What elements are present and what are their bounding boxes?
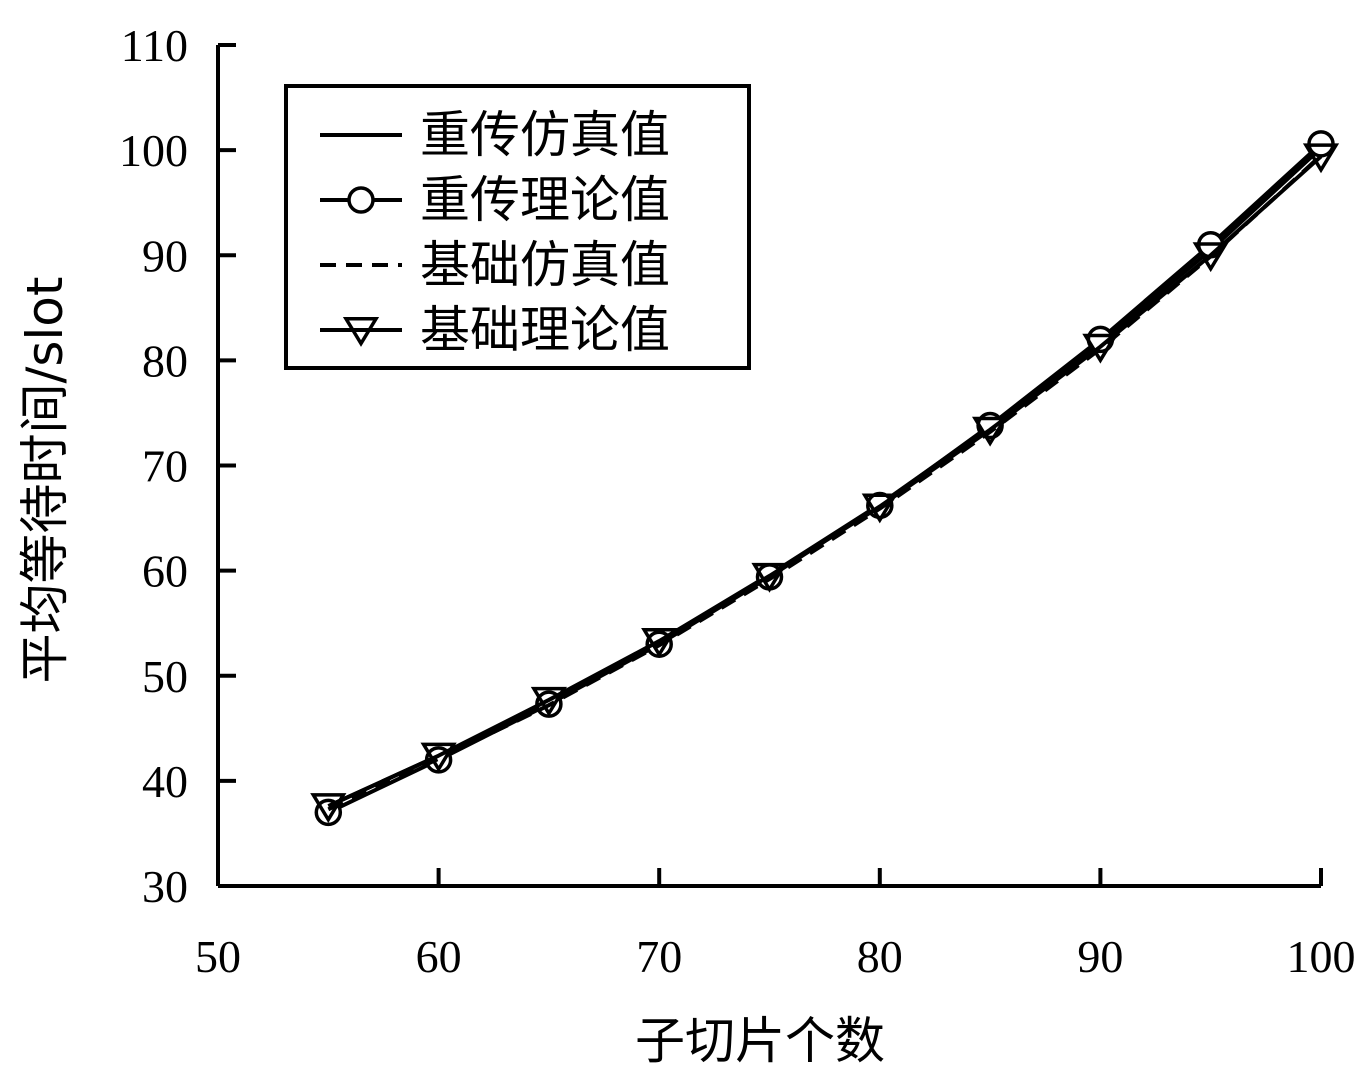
- y-tick-label: 50: [142, 651, 188, 702]
- triangle-marker: [310, 793, 347, 823]
- triangle-marker: [1192, 242, 1229, 273]
- x-tick-label: 100: [1287, 931, 1356, 982]
- y-tick-label: 30: [142, 861, 188, 912]
- triangle-marker: [751, 562, 788, 593]
- series-4: [310, 143, 1340, 823]
- legend-label: 重传理论值: [420, 171, 670, 229]
- ticks: 50 60 70 80 90 100 30 40 50 60 70 80 90 100 110: [119, 20, 1356, 982]
- series-line: [327, 154, 1323, 808]
- y-tick-label: 110: [121, 20, 188, 71]
- triangle-marker: [861, 493, 898, 524]
- legend-label: 基础理论值: [420, 301, 670, 359]
- series-layer: [310, 130, 1340, 827]
- y-tick-label: 40: [142, 756, 188, 807]
- legend-marker: [347, 186, 375, 214]
- y-tick-label: 90: [142, 230, 188, 281]
- legend-item: 重传理论值: [320, 171, 670, 229]
- triangle-marker: [1302, 143, 1340, 174]
- x-tick-label: 60: [416, 931, 462, 982]
- triangle-marker: [641, 628, 678, 658]
- y-tick-label: 80: [142, 335, 188, 386]
- triangle-marker: [530, 686, 568, 717]
- triangle-marker: [1082, 333, 1119, 364]
- legend-label: 基础仿真值: [420, 236, 670, 294]
- triangle-marker: [420, 742, 457, 773]
- legend-item: 重传仿真值: [320, 106, 670, 164]
- x-tick-label: 80: [857, 931, 903, 982]
- triangle-marker: [971, 416, 1009, 447]
- legend-item: 基础仿真值: [320, 236, 670, 294]
- x-tick-label: 70: [636, 931, 682, 982]
- legend-marker: [342, 317, 380, 347]
- x-tick-label: 90: [1077, 931, 1123, 982]
- legend-item: 基础理论值: [320, 301, 670, 359]
- legend-label: 重传仿真值: [420, 106, 670, 164]
- y-tick-label: 100: [119, 125, 188, 176]
- y-tick-label: 70: [142, 441, 188, 492]
- x-axis-title: 子切片个数: [635, 1012, 885, 1070]
- y-tick-label: 60: [142, 546, 188, 597]
- y-axis-title: 平均等待时间/slot: [16, 277, 74, 684]
- x-tick-label: 50: [195, 931, 241, 982]
